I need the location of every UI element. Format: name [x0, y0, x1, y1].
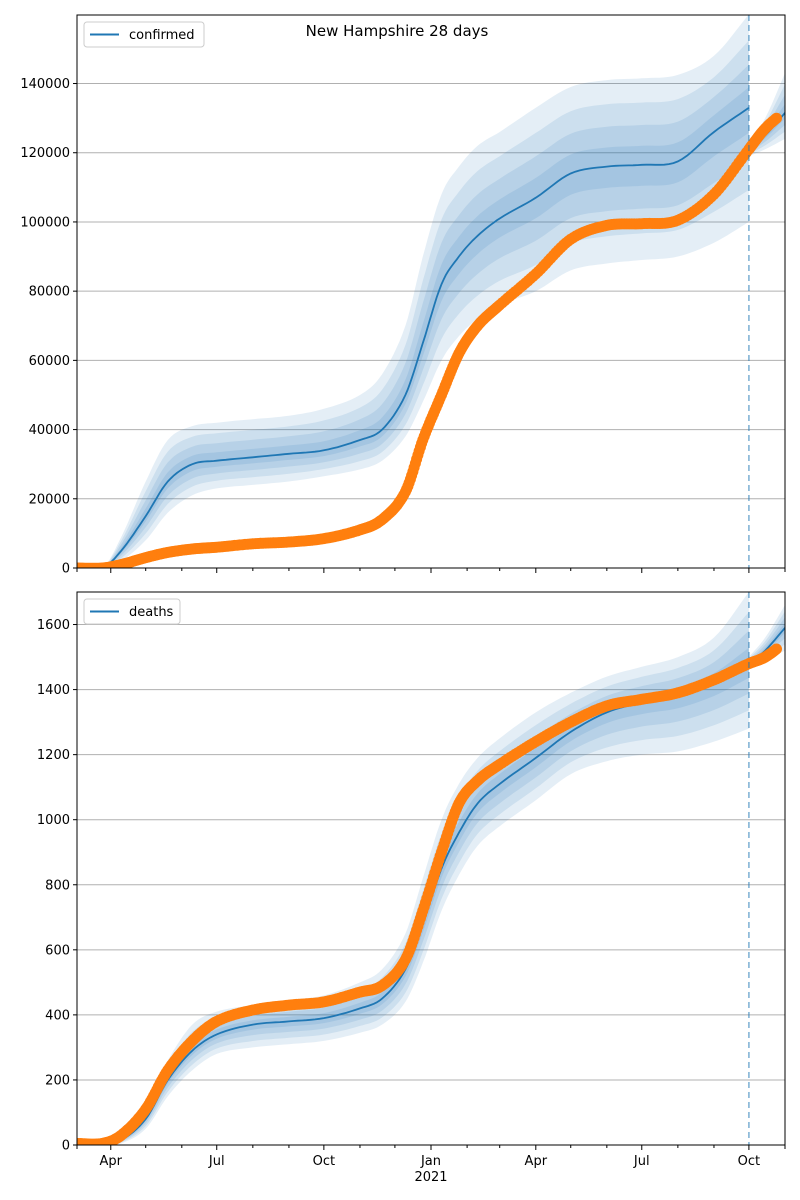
legend-label: deaths [129, 605, 174, 620]
y-tick-label: 80000 [29, 285, 70, 300]
y-tick-label: 800 [45, 878, 70, 893]
legend-box [83, 598, 181, 625]
y-tick-label: 100000 [20, 215, 70, 230]
y-tick-label: 0 [62, 1139, 70, 1154]
x-tick-label: Apr [100, 1154, 123, 1169]
legend: deaths [83, 598, 181, 625]
y-tick-label: 0 [62, 562, 70, 577]
x-tick-label: Apr [525, 1154, 548, 1169]
x-year-label: 2021 [414, 1170, 447, 1185]
y-tick-label: 20000 [29, 492, 70, 507]
chart-title: New Hampshire 28 days [306, 22, 489, 40]
confirmed-plot: 0 20000 40000 60000 80000 100000 120000 140000 c… [20, 14, 786, 577]
x-tick-label: Jul [208, 1154, 225, 1169]
y-tick-label: 1600 [37, 618, 70, 633]
legend: confirmed [83, 21, 205, 48]
x-tick-label: Jan [420, 1154, 441, 1169]
y-tick-label: 200 [45, 1073, 70, 1088]
y-tick-label: 600 [45, 943, 70, 958]
observed-point [771, 112, 782, 124]
deaths-plot: 0 200 400 600 800 1000 1200 1400 1600 Apr Jul Oct Ja… [37, 591, 786, 1185]
x-tick-label: Jul [633, 1154, 650, 1169]
legend-box [83, 21, 205, 48]
confidence-band [102, 64, 749, 568]
forecast-band [748, 617, 785, 666]
y-tick-label: 120000 [20, 146, 70, 161]
y-tick-label: 400 [45, 1008, 70, 1023]
confidence-band [77, 612, 749, 1145]
y-tick-label: 1200 [37, 748, 70, 763]
confidence-band [77, 630, 749, 1145]
confidence-band [77, 647, 749, 1145]
y-tick-label: 1000 [37, 813, 70, 828]
confidence-band [102, 15, 749, 568]
x-tick-label: Oct [313, 1154, 335, 1169]
confidence-band [102, 40, 749, 568]
y-tick-label: 140000 [20, 77, 70, 92]
y-tick-label: 1400 [37, 683, 70, 698]
confidence-band [102, 87, 749, 568]
forecast-band [748, 611, 785, 666]
y-tick-label: 40000 [29, 423, 70, 438]
median-line [77, 106, 750, 568]
y-tick-label: 60000 [29, 354, 70, 369]
x-tick-label: Oct [738, 1154, 760, 1169]
legend-label: confirmed [129, 28, 195, 43]
observed-point [771, 643, 782, 655]
